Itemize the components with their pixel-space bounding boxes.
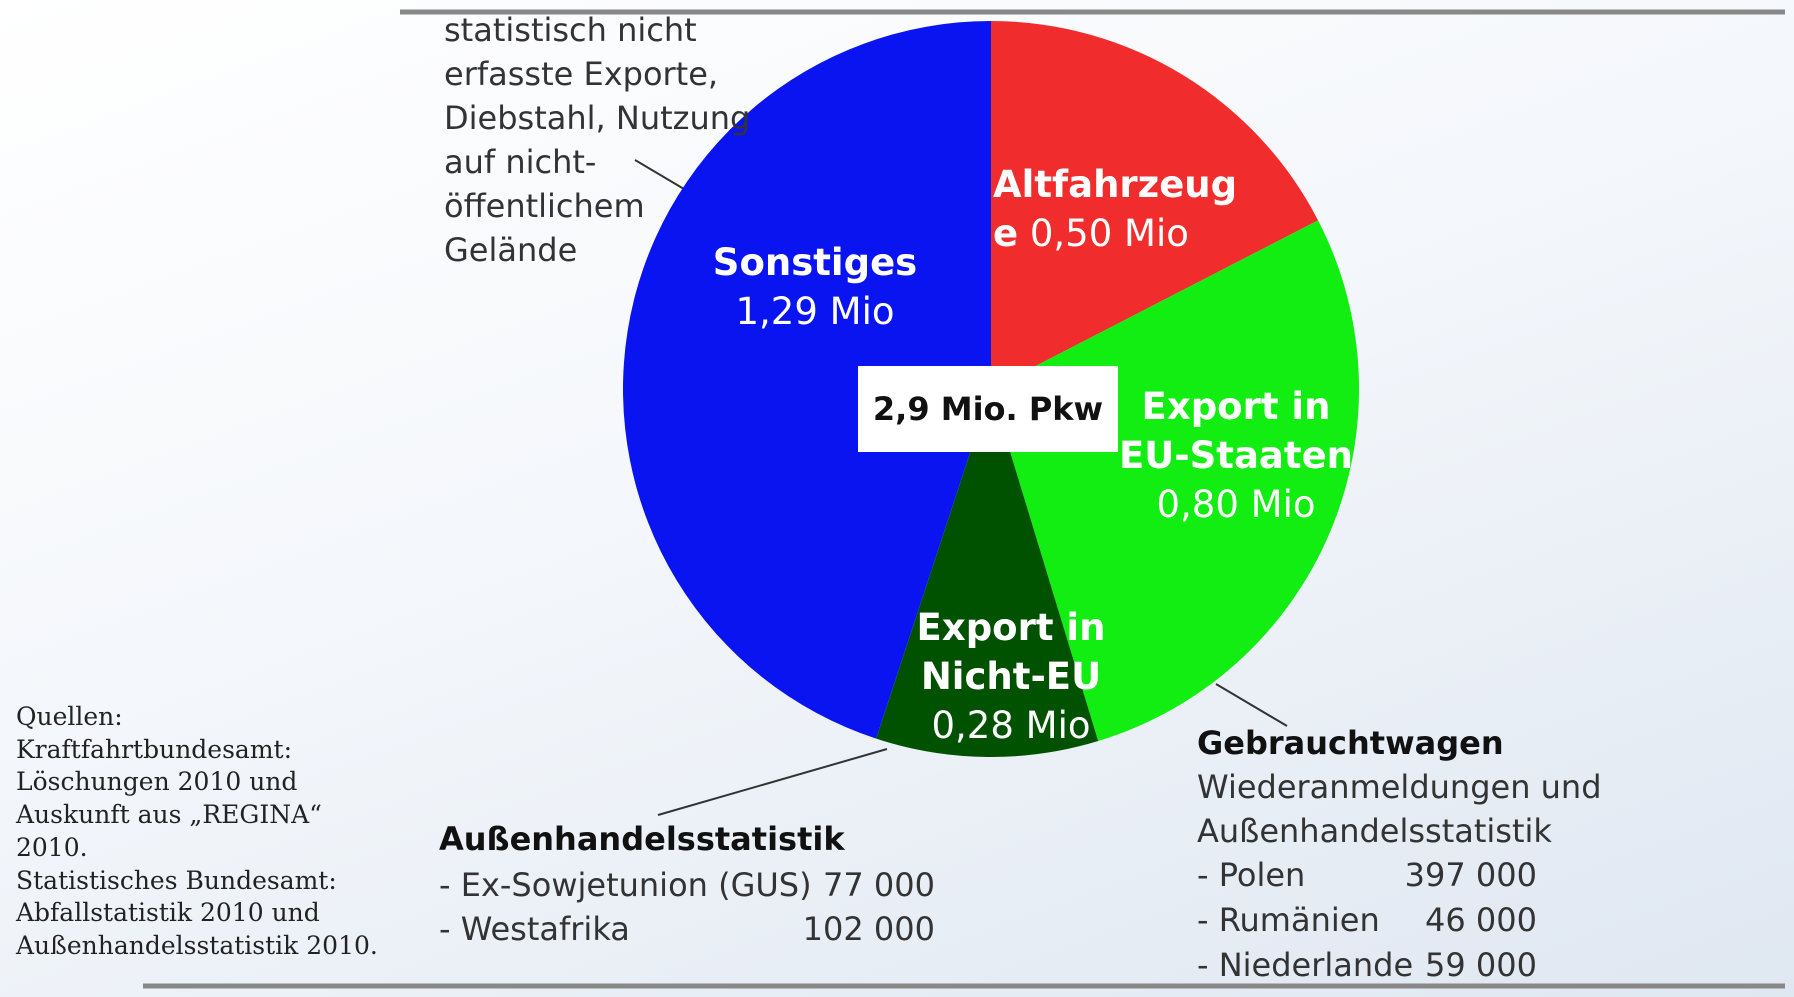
source-line: Kraftfahrtbundesamt:: [16, 734, 293, 764]
note-row-label: - Westafrika: [439, 910, 630, 948]
slice-label: Export in EU-Staaten 0,80 Mio: [1106, 382, 1366, 529]
source-line: Abfallstatistik 2010 und: [16, 898, 320, 928]
slice-value: 0,80 Mio: [1156, 483, 1316, 526]
note-line: Wiederanmeldungen und: [1197, 768, 1602, 806]
slice-name: Export in Nicht-EU: [916, 606, 1106, 698]
note-line: erfasste Exporte,: [444, 55, 719, 93]
note-line: auf nicht-: [444, 143, 597, 181]
slice-value: 0,50 Mio: [1029, 212, 1189, 255]
slice-name: Altfahrzeuge: [993, 163, 1238, 255]
note-line: Außenhandelsstatistik: [1197, 812, 1552, 850]
pie-slice: [991, 21, 1319, 389]
source-line: Statistisches Bundesamt:: [16, 865, 337, 895]
slice-value: 0,28 Mio: [931, 704, 1091, 747]
note-line: öffentlichem: [444, 187, 645, 225]
source-line: Quellen:: [16, 702, 123, 731]
leader-line: [1215, 683, 1288, 727]
note-row-label: - Rumänien: [1197, 901, 1380, 939]
source-line: Auskunft aus „REGINA“: [16, 800, 322, 830]
source-line: Außenhandelsstatistik 2010.: [16, 930, 378, 960]
source-line: Löschungen 2010 und: [16, 767, 298, 797]
note-line: Gelände: [444, 231, 578, 269]
leader-line: [634, 159, 685, 190]
pie-slice: [623, 21, 991, 739]
note-line: Diebstahl, Nutzung: [444, 99, 751, 137]
slice-name: Sonstiges: [712, 241, 918, 284]
note-row-label: - Ex-Sowjetunion (GUS): [439, 866, 812, 904]
note-line: statistisch nicht: [444, 11, 697, 49]
note-row-value: 77 000: [823, 866, 935, 904]
slice-label: Altfahrzeuge 0,50 Mio: [993, 160, 1243, 258]
note-row-value: 102 000: [802, 910, 935, 948]
source-line: 2010.: [16, 832, 88, 862]
leader-line: [657, 748, 888, 816]
pie-slice: [876, 389, 1099, 757]
pie-slice: [991, 220, 1359, 742]
slice-value: 1,29 Mio: [735, 290, 895, 333]
note-row-value: 46 000: [1425, 901, 1537, 939]
note-row-value: 59 000: [1425, 946, 1537, 984]
note-row-label: - Polen: [1197, 856, 1306, 894]
note-title: Gebrauchtwagen: [1197, 724, 1504, 762]
slice-name: Export in EU-Staaten: [1118, 385, 1354, 477]
slice-label: Export in Nicht-EU 0,28 Mio: [881, 603, 1141, 750]
note-row-label: - Niederlande: [1197, 946, 1414, 984]
total-label: 2,9 Mio. Pkw: [858, 366, 1118, 452]
note-row-value: 397 000: [1404, 856, 1537, 894]
note-title: Außenhandelsstatistik: [439, 820, 845, 858]
slice-label: Sonstiges 1,29 Mio: [685, 238, 945, 336]
